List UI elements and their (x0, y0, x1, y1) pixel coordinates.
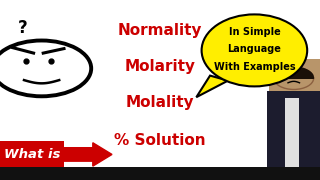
Circle shape (274, 67, 314, 89)
Text: Language: Language (228, 44, 281, 54)
FancyArrow shape (62, 143, 112, 166)
Text: What is: What is (4, 148, 60, 161)
FancyBboxPatch shape (285, 98, 299, 166)
Circle shape (0, 40, 91, 96)
Text: In Simple: In Simple (228, 27, 280, 37)
Ellipse shape (202, 14, 307, 86)
Polygon shape (196, 76, 228, 97)
FancyBboxPatch shape (267, 91, 320, 166)
Text: Molarity: Molarity (124, 59, 196, 74)
FancyBboxPatch shape (0, 141, 64, 167)
FancyBboxPatch shape (0, 166, 320, 180)
Polygon shape (274, 67, 314, 78)
Text: Normality: Normality (118, 23, 202, 38)
FancyBboxPatch shape (269, 58, 320, 166)
Text: Molality: Molality (126, 95, 194, 110)
Text: % Solution: % Solution (114, 133, 206, 148)
Text: ?: ? (18, 19, 27, 37)
Text: With Examples: With Examples (213, 62, 295, 72)
